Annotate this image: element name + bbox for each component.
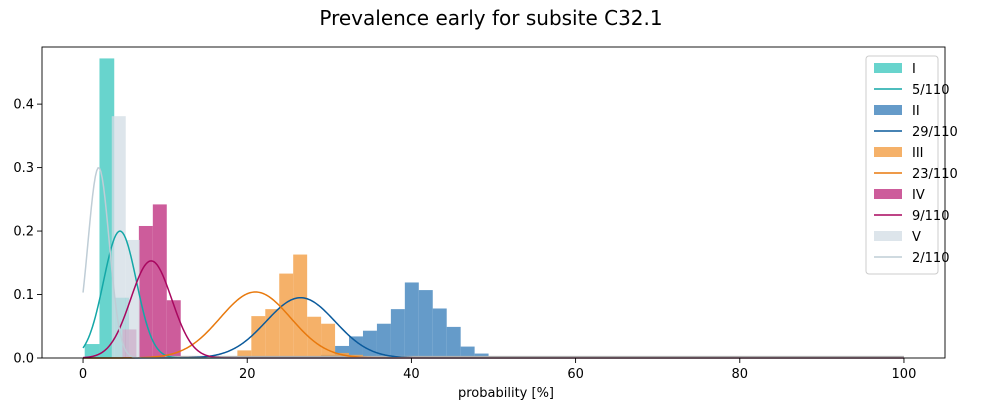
bar-II-3 xyxy=(362,330,377,358)
legend-swatch-II xyxy=(874,105,902,115)
curve-III xyxy=(83,291,904,359)
y-tick-label: 0.2 xyxy=(13,225,34,240)
bar-III-3 xyxy=(279,273,294,358)
legend-curve-label-III: 23/110 xyxy=(912,167,958,182)
bar-III-2 xyxy=(265,309,280,358)
x-axis: 0 20 40 60 80 100 xyxy=(79,358,916,382)
bar-II-7 xyxy=(418,290,433,358)
bar-II-2 xyxy=(349,336,363,358)
bar-IV-3 xyxy=(152,204,167,358)
y-tick-label: 0.4 xyxy=(13,98,34,113)
bar-IV-4 xyxy=(166,300,181,358)
y-tick-label: 0.1 xyxy=(13,288,34,303)
bar-I-0 xyxy=(84,344,100,358)
bar-IV-2 xyxy=(138,225,153,358)
legend-swatch-III xyxy=(874,147,902,157)
bar-III-0 xyxy=(237,350,252,358)
legend-label-III: III xyxy=(912,146,924,161)
x-tick-label: 20 xyxy=(239,367,256,382)
bar-II-4 xyxy=(376,323,391,358)
legend-label-II: II xyxy=(912,104,920,119)
bar-III-6 xyxy=(321,323,336,358)
legend-label-V: V xyxy=(912,230,921,245)
legend-curve-label-V: 2/110 xyxy=(912,251,949,266)
x-axis-label: probability [%] xyxy=(458,386,554,401)
x-tick-label: 60 xyxy=(567,367,584,382)
curve-II xyxy=(83,296,904,359)
y-tick-label: 0.0 xyxy=(13,352,34,367)
bar-II-11 xyxy=(474,353,489,358)
x-tick-label: 100 xyxy=(892,367,917,382)
legend-swatch-I xyxy=(874,63,902,73)
legend-curve-label-I: 5/110 xyxy=(912,83,949,98)
bar-II-6 xyxy=(404,282,419,358)
bar-II-9 xyxy=(446,326,461,358)
plot-area xyxy=(82,58,904,359)
bar-II-8 xyxy=(432,308,447,358)
bar-II-5 xyxy=(390,309,405,358)
series-II-bars xyxy=(321,282,489,358)
legend-swatch-V xyxy=(874,231,902,241)
bar-V-2 xyxy=(125,239,140,358)
bar-III-1 xyxy=(251,316,266,358)
x-tick-label: 40 xyxy=(403,367,420,382)
legend-curve-label-II: 29/110 xyxy=(912,125,958,140)
bar-III-4 xyxy=(293,254,308,358)
legend-label-IV: IV xyxy=(912,188,925,203)
x-tick-label: 80 xyxy=(731,367,748,382)
bar-III-5 xyxy=(307,316,322,358)
x-tick-label: 0 xyxy=(79,367,87,382)
bar-II-10 xyxy=(460,346,475,358)
y-axis: 0.0 0.1 0.2 0.3 0.4 xyxy=(13,98,42,367)
curve-V xyxy=(82,166,904,359)
legend-swatch-IV xyxy=(874,189,902,199)
curve-I xyxy=(82,230,904,359)
chart-title: Prevalence early for subsite C32.1 xyxy=(319,6,662,30)
legend-label-I: I xyxy=(912,62,916,77)
y-tick-label: 0.3 xyxy=(13,161,34,176)
legend: I 5/110 II 29/110 III 23/110 IV 9/110 V 2/110 xyxy=(865,55,958,275)
plot-frame xyxy=(41,46,946,359)
curve-IV xyxy=(82,260,904,359)
legend-curve-label-IV: 9/110 xyxy=(912,209,949,224)
series-III-bars xyxy=(237,254,363,358)
